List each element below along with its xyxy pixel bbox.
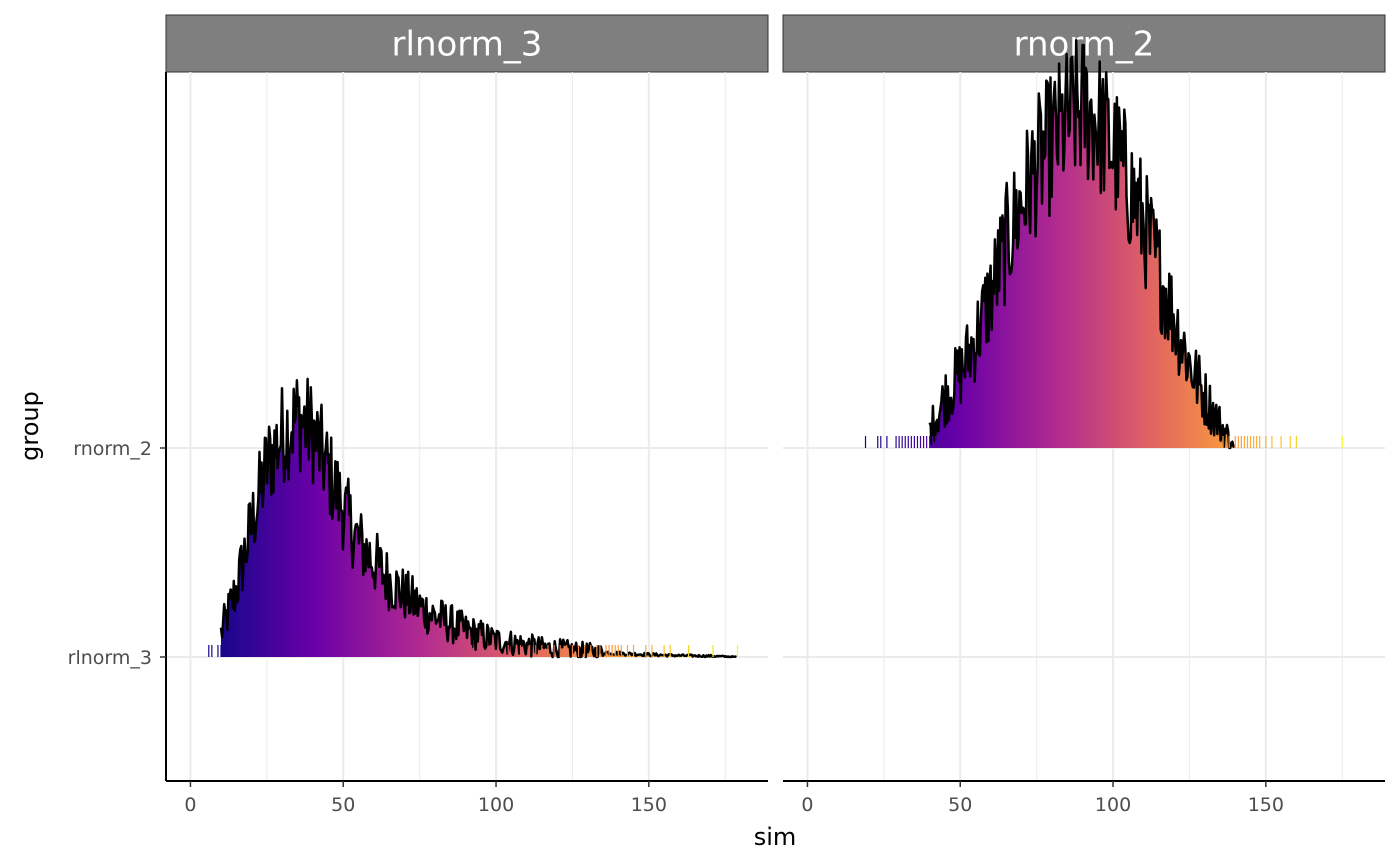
density-outline [928, 39, 1235, 450]
facet-strip [165, 14, 769, 73]
y-axis-title: group [16, 391, 44, 461]
x-axis-title: sim [754, 823, 797, 851]
density-area [929, 40, 1236, 449]
density-area [221, 378, 738, 657]
x-tick-label: 150 [1248, 794, 1284, 816]
x-tick-label: 50 [331, 794, 355, 816]
density-outline [219, 377, 737, 659]
x-tick-label: 0 [801, 794, 813, 816]
facet-rnorm_2: rnorm_20 50 100 150 [782, 14, 1386, 816]
y-tick-label: rlnorm_3 [68, 647, 152, 669]
facet-rlnorm_3: rlnorm_3 0 50 100 150 [165, 14, 769, 816]
y-tick-label: rnorm_2 [73, 438, 152, 460]
x-tick-label: 50 [948, 794, 972, 816]
x-tick-label: 150 [631, 794, 667, 816]
x-tick-label: 100 [1095, 794, 1131, 816]
facet-strip-label: rlnorm_3 [392, 25, 543, 65]
x-tick-label: 0 [184, 794, 196, 816]
x-tick-label: 100 [478, 794, 514, 816]
